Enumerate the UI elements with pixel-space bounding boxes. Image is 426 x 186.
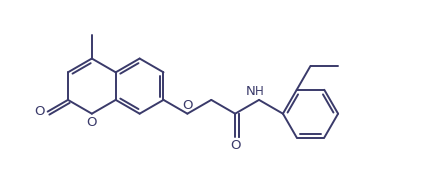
- Text: N: N: [245, 85, 255, 98]
- Text: O: O: [86, 116, 97, 129]
- Text: O: O: [34, 105, 45, 118]
- Text: O: O: [230, 139, 240, 152]
- Text: O: O: [182, 99, 193, 112]
- Text: H: H: [255, 85, 263, 98]
